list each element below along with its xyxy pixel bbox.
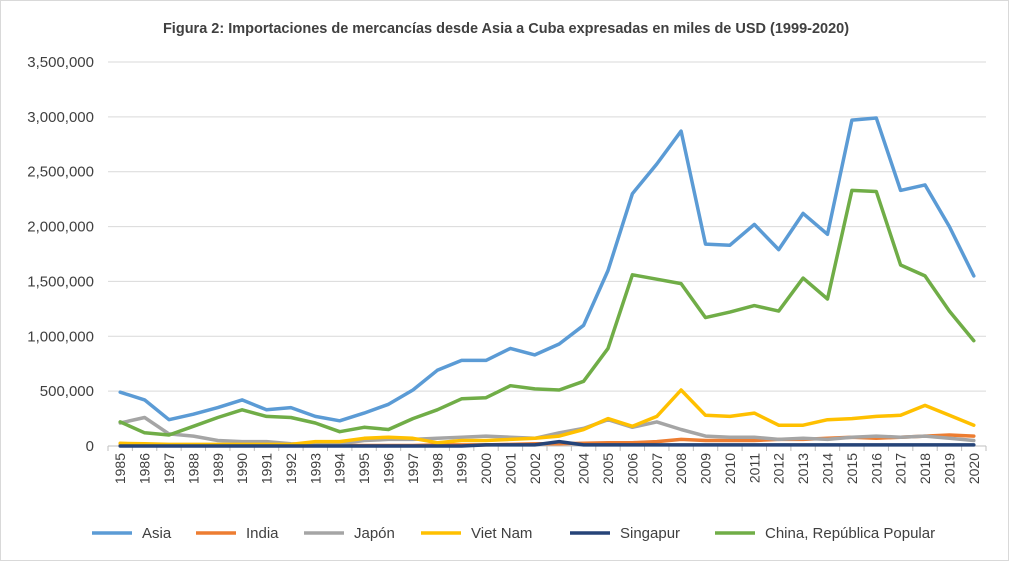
- x-tick-label: 2017: [893, 453, 909, 484]
- y-tick-label: 0: [86, 438, 94, 455]
- y-tick-label: 500,000: [40, 383, 94, 400]
- x-tick-label: 2004: [576, 453, 592, 484]
- x-tick-label: 2002: [527, 453, 543, 484]
- x-tick-label: 2016: [868, 453, 884, 484]
- x-tick-label: 2011: [746, 453, 762, 483]
- y-tick-label: 2,000,000: [27, 219, 94, 236]
- x-tick-label: 1995: [356, 453, 372, 484]
- x-tick-label: 1989: [210, 453, 226, 484]
- chart-title: Figura 2: Importaciones de mercancías de…: [163, 21, 849, 37]
- legend-label: India: [246, 525, 279, 542]
- x-tick-label: 2012: [771, 453, 787, 484]
- y-tick-label: 3,000,000: [27, 109, 94, 126]
- series-line-singapur: [118, 439, 976, 448]
- legend: Asia India Japón Viet Nam Singapur China, Rep…: [92, 525, 935, 542]
- x-tick-label: 2009: [698, 453, 714, 484]
- series-lines: [118, 116, 976, 448]
- x-tick-label: 1988: [185, 453, 201, 484]
- x-tick-label: 2003: [551, 453, 567, 484]
- x-tick-label: 1993: [307, 453, 323, 484]
- y-tick-label: 3,500,000: [27, 54, 94, 71]
- y-tick-label: 1,500,000: [27, 273, 94, 290]
- legend-label: Viet Nam: [471, 525, 532, 542]
- x-tick-label: 2008: [673, 453, 689, 484]
- x-axis-ticks: 1985 1986 1987 1988 1989 1990 1991 1992 1993 1994…: [107, 446, 987, 484]
- x-tick-label: 2001: [502, 453, 518, 484]
- series-line-japon: [118, 415, 976, 447]
- x-tick-label: 1991: [259, 453, 275, 484]
- x-tick-label: 2014: [819, 453, 835, 484]
- x-tick-label: 2018: [917, 453, 933, 484]
- legend-label: Asia: [142, 525, 172, 542]
- x-tick-label: 1997: [405, 453, 421, 484]
- x-tick-label: 1996: [380, 453, 396, 484]
- series-line-china-republica-popular: [118, 188, 976, 437]
- x-tick-label: 2006: [624, 453, 640, 484]
- x-tick-label: 2013: [795, 453, 811, 484]
- x-tick-label: 2015: [844, 453, 860, 484]
- x-tick-label: 1999: [454, 453, 470, 484]
- x-tick-label: 2020: [966, 453, 982, 484]
- legend-label: Singapur: [620, 525, 680, 542]
- y-tick-label: 2,500,000: [27, 164, 94, 181]
- x-tick-label: 2005: [600, 453, 616, 484]
- x-tick-label: 1987: [161, 453, 177, 484]
- gridlines: [108, 61, 986, 447]
- x-tick-label: 2019: [941, 453, 957, 484]
- x-tick-label: 1986: [137, 453, 153, 484]
- x-tick-label: 2007: [649, 453, 665, 484]
- x-tick-label: 1998: [429, 453, 445, 484]
- legend-label: China, República Popular: [765, 525, 935, 542]
- y-axis-ticks: 0 500,000 1,000,000 1,500,000 2,000,000 2,500…: [27, 54, 94, 455]
- x-tick-label: 2010: [722, 453, 738, 484]
- x-tick-label: 1994: [332, 453, 348, 484]
- legend-label: Japón: [354, 525, 395, 542]
- y-tick-label: 1,000,000: [27, 328, 94, 345]
- x-tick-label: 2000: [478, 453, 494, 484]
- series-line-asia: [118, 116, 976, 423]
- x-tick-label: 1990: [234, 453, 250, 484]
- x-tick-label: 1985: [112, 453, 128, 484]
- x-tick-label: 1992: [283, 453, 299, 484]
